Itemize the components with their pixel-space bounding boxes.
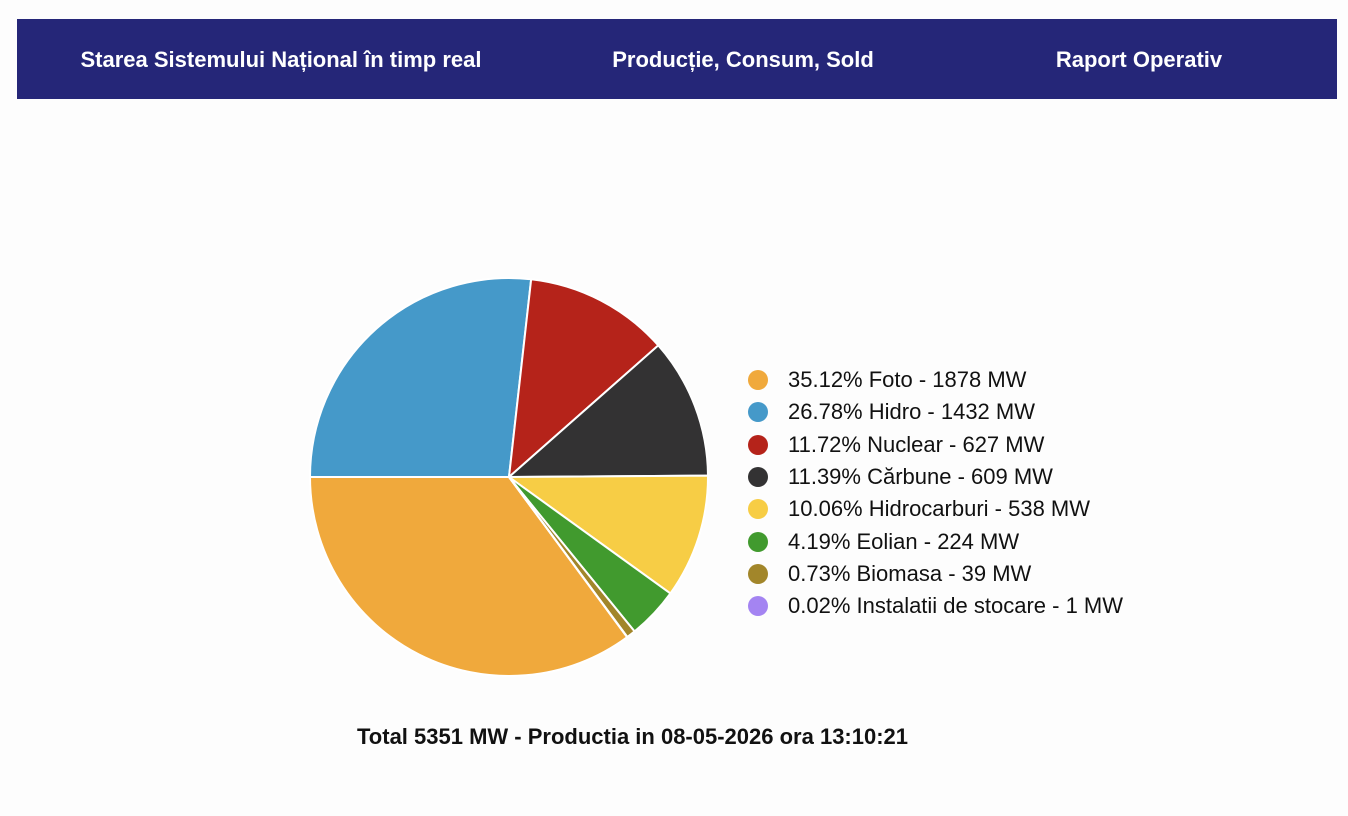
- legend-label: 26.78% Hidro - 1432 MW: [788, 399, 1035, 425]
- legend-color-dot-icon: [748, 434, 768, 455]
- legend-item[interactable]: 10.06% Hidrocarburi - 538 MW: [748, 493, 1123, 525]
- legend-label: 0.02% Instalatii de stocare - 1 MW: [788, 593, 1124, 619]
- pie-slice-nuclear[interactable]: [508, 278, 660, 478]
- pie-slice-hidrocarburi[interactable]: [508, 474, 710, 595]
- nav-link-production-consumption[interactable]: Producție, Consum, Sold: [612, 47, 874, 72]
- legend-label: 10.06% Hidrocarburi - 538 MW: [788, 496, 1091, 522]
- legend-item[interactable]: 26.78% Hidro - 1432 MW: [748, 396, 1123, 428]
- pie-slices: [309, 277, 710, 678]
- chart-legend: 35.12% Foto - 1878 MW 26.78% Hidro - 1432…: [748, 364, 1123, 622]
- legend-item[interactable]: 4.19% Eolian - 224 MW: [748, 525, 1123, 557]
- pie-slice-foto[interactable]: [309, 476, 629, 678]
- legend-label: 35.12% Foto - 1878 MW: [788, 367, 1027, 393]
- pie-slice-c-rbune[interactable]: [508, 344, 709, 478]
- legend-label: 11.72% Nuclear - 627 MW: [788, 431, 1045, 457]
- legend-item[interactable]: 11.39% Cărbune - 609 MW: [748, 461, 1123, 493]
- legend-item[interactable]: 0.73% Biomasa - 39 MW: [748, 558, 1123, 590]
- pie-slice-hidro[interactable]: [309, 277, 533, 478]
- nav-link-operative-report[interactable]: Raport Operativ: [1055, 47, 1223, 72]
- legend-color-dot-icon: [748, 499, 768, 520]
- legend-color-dot-icon: [748, 531, 768, 552]
- legend-color-dot-icon: [748, 402, 768, 423]
- legend-color-dot-icon: [748, 467, 768, 488]
- legend-color-dot-icon: [748, 370, 768, 391]
- legend-color-dot-icon: [748, 596, 768, 617]
- legend-color-dot-icon: [748, 563, 768, 584]
- top-navigation-bar: Starea Sistemului Național în timp real …: [17, 19, 1337, 99]
- legend-item[interactable]: 11.72% Nuclear - 627 MW: [748, 429, 1123, 461]
- legend-label: 0.73% Biomasa - 39 MW: [788, 560, 1032, 586]
- legend-label: 4.19% Eolian - 224 MW: [788, 528, 1020, 554]
- legend-label: 11.39% Cărbune - 609 MW: [788, 464, 1053, 490]
- pie-slice-instalatii-de-stocare[interactable]: [508, 476, 629, 639]
- legend-item[interactable]: 0.02% Instalatii de stocare - 1 MW: [748, 590, 1123, 622]
- production-total-caption: Total 5351 MW - Productia in 08-05-2026 …: [357, 724, 909, 749]
- nav-link-real-time-status[interactable]: Starea Sistemului Național în timp real: [80, 47, 482, 72]
- legend-item[interactable]: 35.12% Foto - 1878 MW: [748, 364, 1123, 396]
